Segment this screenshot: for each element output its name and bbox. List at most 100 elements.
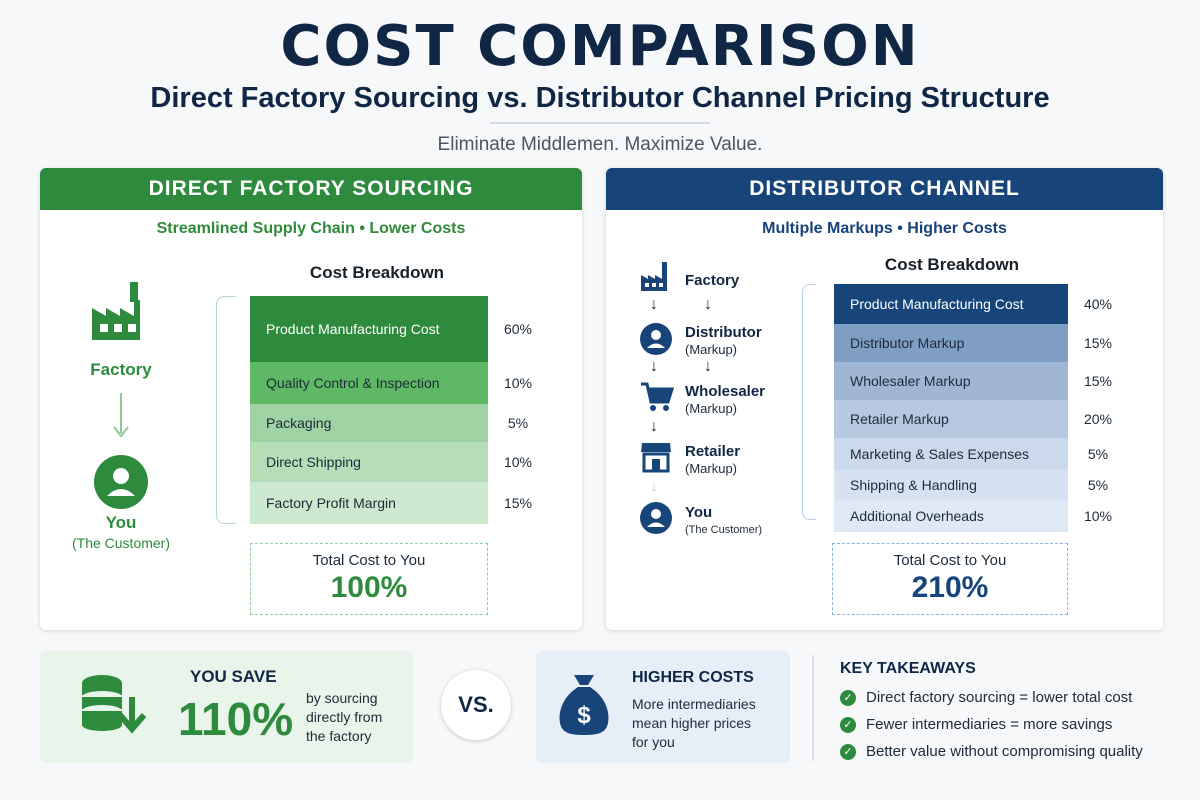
direct-cost-row: Packaging	[250, 404, 488, 442]
flow-step-label: Distributor	[685, 324, 762, 341]
vs-badge: VS.	[441, 670, 511, 740]
arrow-down-icon: ↓	[650, 296, 658, 313]
higher-costs-box: $ HIGHER COSTS More intermediaries mean …	[536, 651, 790, 763]
store-icon	[641, 443, 671, 473]
distributor-panel-title: DISTRIBUTOR CHANNEL	[606, 168, 1163, 210]
direct-panel-title: DIRECT FACTORY SOURCING	[40, 168, 582, 210]
flow-arrow	[120, 393, 122, 433]
cost-row-value: 5%	[507, 415, 529, 431]
distributor-total-value: 210%	[911, 571, 989, 604]
cost-row-label: Retailer Markup	[850, 411, 949, 427]
cost-row-label: Distributor Markup	[850, 335, 965, 351]
cost-row-label: Packaging	[266, 415, 332, 431]
distributor-panel-tagline: Multiple Markups • Higher Costs	[762, 220, 1007, 237]
direct-panel-tagline: Streamlined Supply Chain • Lower Costs	[156, 220, 466, 237]
check-icon: ✓	[840, 717, 856, 733]
arrow-down-icon: ↓	[704, 358, 712, 375]
distributor-icon	[640, 323, 672, 355]
distributor-total-box: Total Cost to You 210%	[832, 543, 1068, 615]
savings-desc-line: by sourcing	[306, 690, 378, 706]
check-icon: ✓	[840, 744, 856, 760]
direct-total-box: Total Cost to You 100%	[250, 543, 488, 615]
direct-total-label: Total Cost to You	[312, 552, 426, 569]
distributor-breakdown-title: Cost Breakdown	[884, 255, 1020, 274]
direct-cost-row: Factory Profit Margin	[250, 482, 488, 524]
cost-row-label: Shipping & Handling	[850, 477, 977, 493]
savings-desc-line: the factory	[306, 728, 372, 744]
distributor-cost-row: Additional Overheads	[834, 500, 1068, 532]
direct-total-value: 100%	[330, 571, 408, 604]
cost-row-value: 5%	[1087, 477, 1109, 493]
takeaway-text: Better value without compromising qualit…	[866, 743, 1143, 760]
takeaway-item: ✓ Direct factory sourcing = lower total c…	[840, 688, 1180, 708]
takeaway-item: ✓ Fewer intermediaries = more savings	[840, 715, 1180, 735]
distributor-cost-row: Product Manufacturing Cost	[834, 284, 1068, 324]
flow-step-label: Retailer	[685, 443, 741, 460]
higher-desc-line: for you	[632, 734, 675, 750]
distributor-cost-row: Marketing & Sales Expenses	[834, 438, 1068, 470]
cost-row-label: Factory Profit Margin	[266, 495, 396, 511]
cost-row-label: Direct Shipping	[266, 454, 361, 470]
savings-box: YOU SAVE 110% by sourcing directly from …	[40, 651, 413, 763]
takeaway-text: Direct factory sourcing = lower total co…	[866, 689, 1133, 706]
cost-row-label: Quality Control & Inspection	[266, 375, 440, 391]
distributor-panel: DISTRIBUTOR CHANNEL Multiple Markups • H…	[606, 168, 1163, 630]
factory-icon	[641, 262, 667, 291]
cost-row-value: 15%	[503, 495, 533, 511]
direct-breakdown-title: Cost Breakdown	[309, 263, 445, 282]
arrow-down-icon	[113, 426, 129, 438]
flow-you-sub: (The Customer)	[71, 535, 171, 551]
cost-row-label: Wholesaler Markup	[850, 373, 971, 389]
higher-desc-line: mean higher prices	[632, 715, 752, 731]
flow-you-label: You	[105, 513, 137, 532]
savings-desc-line: directly from	[306, 709, 383, 725]
takeaway-text: Fewer intermediaries = more savings	[866, 716, 1113, 733]
takeaway-item: ✓ Better value without compromising quali…	[840, 742, 1180, 762]
page-title: COST COMPARISON	[280, 14, 920, 79]
direct-cost-row: Product Manufacturing Cost	[250, 296, 488, 362]
factory-icon	[92, 282, 140, 340]
cost-row-value: 40%	[1083, 296, 1113, 312]
cost-row-value: 20%	[1083, 411, 1113, 427]
flow-factory-label: Factory	[90, 360, 152, 379]
tagline: Eliminate Middlemen. Maximize Value.	[437, 134, 763, 155]
flow-step-label: You	[685, 504, 713, 521]
divider	[490, 122, 710, 124]
cost-row-value: 10%	[503, 375, 533, 391]
customer-icon	[640, 502, 672, 534]
flow-step-sub: (Markup)	[685, 342, 738, 357]
higher-costs-heading: HIGHER COSTS	[632, 669, 754, 686]
bracket	[802, 284, 816, 520]
cost-row-label: Product Manufacturing Cost	[266, 321, 440, 337]
flow-step-sub: (Markup)	[685, 401, 738, 416]
flow-step-label: Factory	[685, 272, 740, 289]
check-icon: ✓	[840, 690, 856, 706]
savings-value: 110%	[178, 693, 294, 745]
arrow-down-icon: ↓	[650, 478, 658, 495]
distributor-total-label: Total Cost to You	[893, 552, 1007, 569]
coins-down-icon	[82, 675, 147, 734]
distributor-cost-row: Distributor Markup	[834, 324, 1068, 362]
flow-step-label: Wholesaler	[685, 383, 766, 400]
distributor-cost-row: Wholesaler Markup	[834, 362, 1068, 400]
cost-row-value: 10%	[1083, 508, 1113, 524]
direct-sourcing-panel: DIRECT FACTORY SOURCING Streamlined Supp…	[40, 168, 582, 630]
svg-text:$: $	[577, 702, 591, 729]
distributor-cost-row: Retailer Markup	[834, 400, 1068, 438]
bracket	[216, 296, 236, 524]
money-bag-icon: $	[559, 675, 609, 735]
savings-description: by sourcing directly from the factory	[306, 689, 382, 746]
takeaways-heading: KEY TAKEAWAYS	[840, 660, 976, 677]
cart-icon	[641, 382, 674, 411]
page-subtitle: Direct Factory Sourcing vs. Distributor …	[150, 82, 1050, 114]
arrow-down-icon: ↓	[704, 296, 712, 313]
higher-costs-description: More intermediaries mean higher prices f…	[632, 695, 756, 752]
cost-row-value: 10%	[503, 454, 533, 470]
customer-icon	[94, 455, 148, 509]
flow-step-sub: (The Customer)	[685, 524, 763, 536]
cost-row-value: 15%	[1083, 373, 1113, 389]
cost-row-label: Product Manufacturing Cost	[850, 296, 1024, 312]
direct-cost-row: Quality Control & Inspection	[250, 362, 488, 404]
divider	[812, 655, 814, 761]
higher-desc-line: More intermediaries	[632, 696, 756, 712]
